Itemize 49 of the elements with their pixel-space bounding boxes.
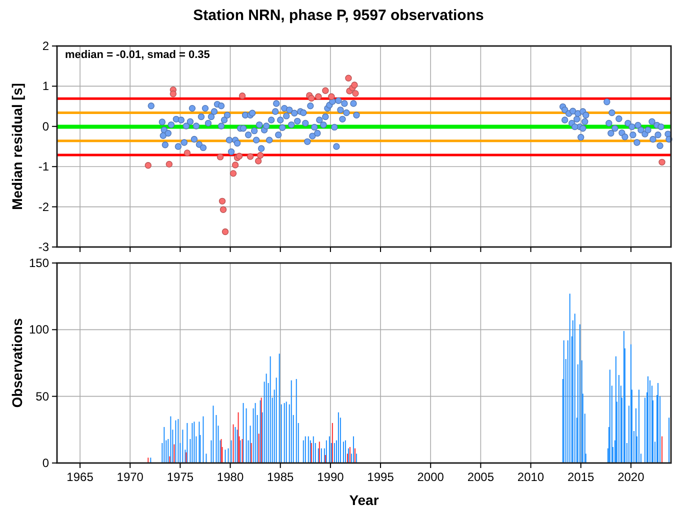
x-tick-label: 2000 xyxy=(417,470,444,484)
point xyxy=(170,90,177,98)
y-axis-title: Median residual [s] xyxy=(9,83,25,210)
point xyxy=(328,93,335,100)
point xyxy=(246,153,254,160)
point xyxy=(254,158,262,164)
y-tick-label: 150 xyxy=(28,256,50,270)
x-tick-label: 1965 xyxy=(66,470,94,484)
point xyxy=(220,206,227,213)
point xyxy=(218,198,226,205)
y-tick-label: 0 xyxy=(42,119,50,134)
x-tick-label: 2020 xyxy=(618,470,645,484)
point xyxy=(230,170,237,177)
chart-title: Station NRN, phase P, 9597 observations xyxy=(193,7,484,24)
x-tick-label: 1980 xyxy=(216,470,244,484)
x-tick-label: 2015 xyxy=(568,470,595,484)
point xyxy=(322,87,329,94)
y-tick-label: -1 xyxy=(38,160,50,174)
annotation: median = -0.01, smad = 0.35 xyxy=(65,49,210,61)
point xyxy=(232,162,239,168)
point xyxy=(308,94,315,102)
point xyxy=(184,150,191,156)
y-axis-title: Observations xyxy=(9,318,25,408)
y-tick-label: -2 xyxy=(38,200,50,214)
point xyxy=(352,90,359,97)
y-tick-label: 100 xyxy=(28,322,50,337)
x-tick-label: 2010 xyxy=(517,470,544,484)
y-tick-label: 2 xyxy=(42,39,50,53)
x-tick-label: 1985 xyxy=(267,470,294,484)
point xyxy=(238,92,246,100)
y-tick-label: 50 xyxy=(36,389,50,404)
x-axis-title: Year xyxy=(349,492,380,508)
point xyxy=(315,93,322,100)
point xyxy=(166,160,173,168)
point xyxy=(256,152,264,159)
x-tick-label: 1970 xyxy=(116,470,144,484)
y-tick-label: 1 xyxy=(42,79,50,94)
point xyxy=(351,82,358,88)
point xyxy=(222,228,229,236)
point xyxy=(144,162,152,169)
x-tick-label: 1990 xyxy=(317,470,344,484)
point xyxy=(345,74,352,82)
y-tick-label: -3 xyxy=(38,240,50,254)
point xyxy=(216,154,224,160)
x-tick-label: 1995 xyxy=(367,470,394,484)
point xyxy=(658,158,666,166)
x-tick-label: 1975 xyxy=(166,470,194,484)
y-tick-label: 0 xyxy=(42,456,50,470)
x-tick-label: 2005 xyxy=(467,470,494,484)
